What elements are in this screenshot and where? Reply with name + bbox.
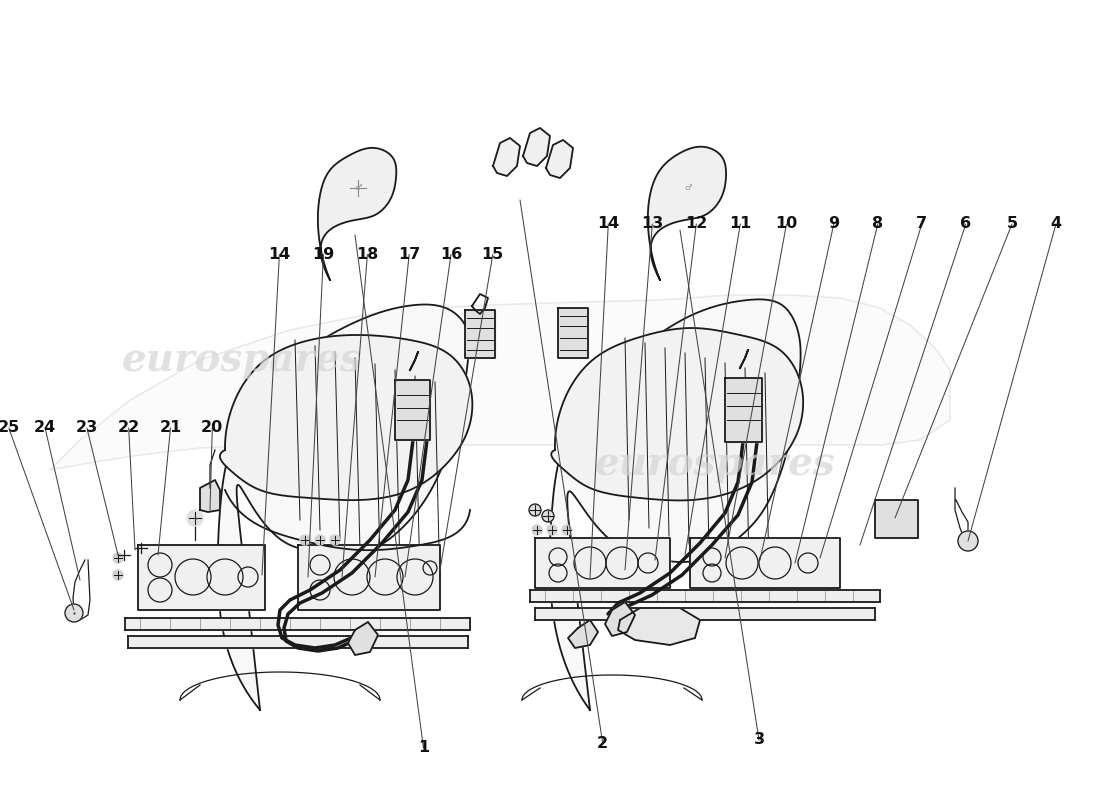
Polygon shape (535, 608, 874, 620)
Text: 3: 3 (754, 733, 764, 747)
Polygon shape (522, 128, 550, 166)
Polygon shape (465, 310, 495, 358)
Text: ♂: ♂ (354, 183, 362, 193)
Circle shape (330, 535, 340, 545)
Text: 20: 20 (201, 421, 223, 435)
Text: 13: 13 (641, 217, 663, 231)
Polygon shape (125, 618, 470, 630)
Circle shape (542, 510, 554, 522)
Polygon shape (618, 608, 700, 645)
Text: 2: 2 (597, 737, 608, 751)
Polygon shape (550, 299, 801, 710)
Polygon shape (218, 305, 469, 710)
Polygon shape (605, 602, 635, 636)
Text: eurospares: eurospares (122, 341, 362, 379)
Polygon shape (348, 622, 378, 655)
Text: 6: 6 (960, 217, 971, 231)
Circle shape (65, 604, 82, 622)
Circle shape (529, 504, 541, 516)
Text: 8: 8 (872, 217, 883, 231)
Text: 18: 18 (356, 247, 378, 262)
Polygon shape (493, 138, 520, 176)
Text: 12: 12 (685, 217, 707, 231)
Polygon shape (725, 378, 762, 442)
Text: 24: 24 (34, 421, 56, 435)
Text: ♂: ♂ (684, 183, 692, 193)
Polygon shape (318, 148, 396, 280)
Polygon shape (690, 538, 840, 588)
Circle shape (113, 553, 123, 563)
Text: 1: 1 (418, 741, 429, 755)
Circle shape (958, 531, 978, 551)
Circle shape (315, 535, 324, 545)
Polygon shape (200, 480, 220, 512)
Circle shape (187, 510, 204, 526)
Text: 16: 16 (440, 247, 462, 262)
Polygon shape (128, 636, 468, 648)
Text: 9: 9 (828, 217, 839, 231)
Polygon shape (648, 146, 726, 280)
Text: eurospares: eurospares (595, 445, 835, 483)
Polygon shape (874, 500, 918, 538)
Text: 23: 23 (76, 421, 98, 435)
Text: 25: 25 (0, 421, 20, 435)
Text: 15: 15 (482, 247, 504, 262)
Polygon shape (535, 538, 670, 588)
Text: 14: 14 (268, 247, 290, 262)
Polygon shape (530, 590, 880, 602)
Polygon shape (298, 545, 440, 610)
Circle shape (532, 525, 542, 535)
Text: 11: 11 (729, 217, 751, 231)
Circle shape (547, 525, 557, 535)
Text: 17: 17 (398, 247, 420, 262)
Text: 22: 22 (118, 421, 140, 435)
Text: 21: 21 (160, 421, 182, 435)
Polygon shape (546, 140, 573, 178)
Text: 7: 7 (916, 217, 927, 231)
Polygon shape (558, 308, 589, 358)
Polygon shape (395, 380, 430, 440)
Text: 19: 19 (312, 247, 334, 262)
Polygon shape (551, 328, 803, 501)
Text: 10: 10 (776, 217, 798, 231)
Polygon shape (50, 295, 950, 470)
Circle shape (113, 570, 123, 580)
Polygon shape (568, 620, 598, 648)
Circle shape (300, 535, 310, 545)
Text: 5: 5 (1006, 217, 1018, 231)
Circle shape (562, 525, 572, 535)
Polygon shape (138, 545, 265, 610)
Polygon shape (220, 335, 472, 500)
Text: 14: 14 (597, 217, 619, 231)
Text: 4: 4 (1050, 217, 1062, 231)
